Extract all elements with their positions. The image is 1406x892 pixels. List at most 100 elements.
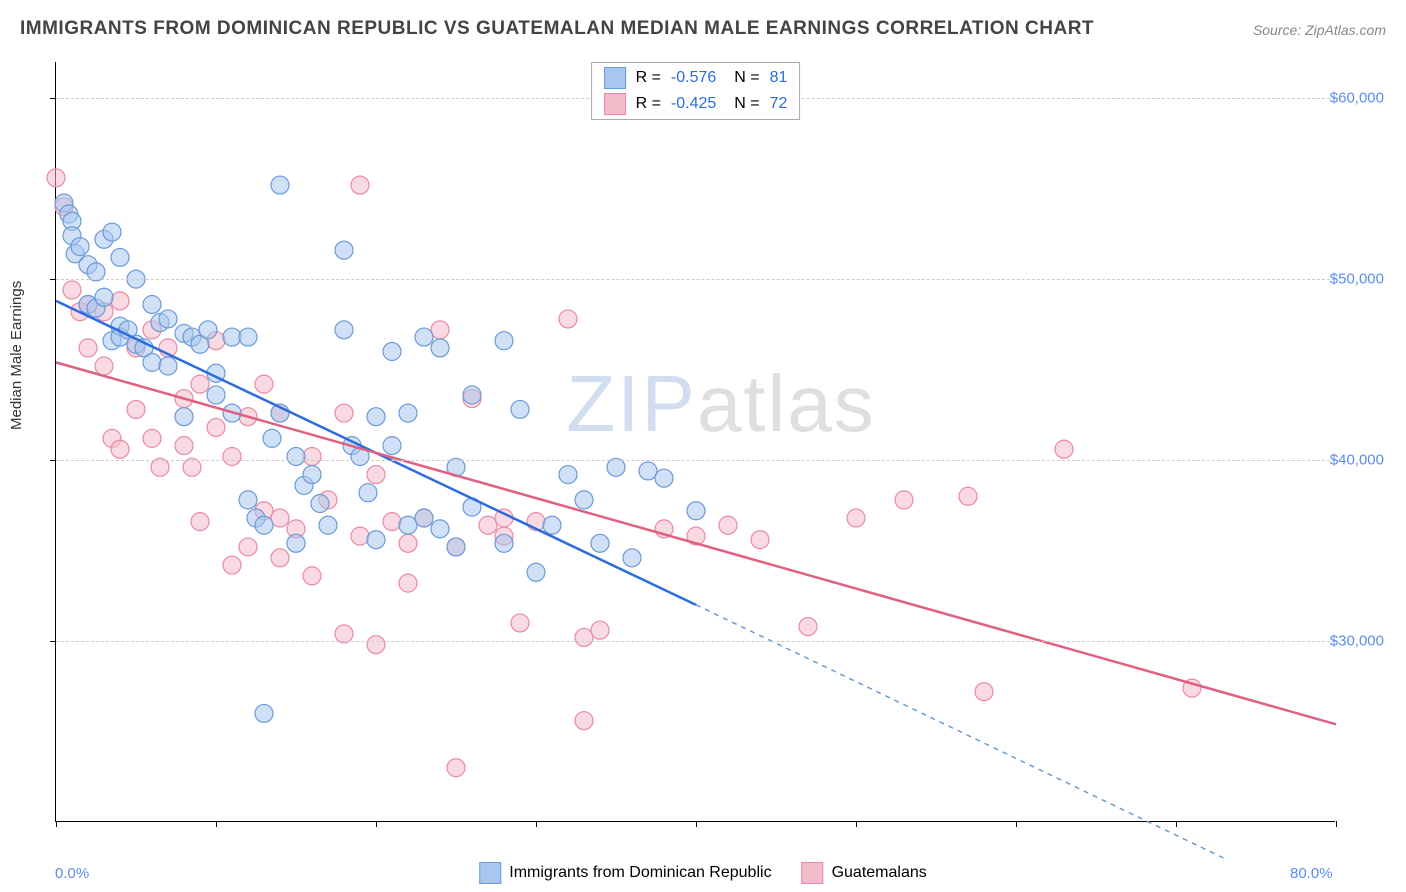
data-point bbox=[207, 419, 225, 437]
data-point bbox=[271, 549, 289, 567]
legend-label-dominican: Immigrants from Dominican Republic bbox=[509, 864, 771, 882]
data-point bbox=[639, 462, 657, 480]
data-point bbox=[207, 386, 225, 404]
legend-item-dominican: Immigrants from Dominican Republic bbox=[479, 862, 771, 884]
data-point bbox=[303, 466, 321, 484]
data-point bbox=[575, 628, 593, 646]
data-point bbox=[175, 408, 193, 426]
data-point bbox=[847, 509, 865, 527]
source-label: Source: ZipAtlas.com bbox=[1253, 22, 1386, 38]
data-point bbox=[431, 520, 449, 538]
legend-label-guatemalan: Guatemalans bbox=[832, 864, 927, 882]
data-point bbox=[719, 516, 737, 534]
data-point bbox=[431, 321, 449, 339]
data-point bbox=[111, 440, 129, 458]
data-point bbox=[367, 466, 385, 484]
data-point bbox=[71, 238, 89, 256]
swatch-dominican bbox=[604, 67, 626, 89]
data-point bbox=[367, 531, 385, 549]
data-point bbox=[335, 321, 353, 339]
data-point bbox=[1055, 440, 1073, 458]
data-point bbox=[399, 516, 417, 534]
data-point bbox=[303, 447, 321, 465]
data-point bbox=[415, 509, 433, 527]
data-point bbox=[303, 567, 321, 585]
r-value-dominican: -0.576 bbox=[671, 69, 716, 87]
y-tick-label: $50,000 bbox=[1330, 271, 1384, 288]
data-point bbox=[319, 516, 337, 534]
data-point bbox=[575, 491, 593, 509]
gridline bbox=[56, 641, 1335, 642]
data-point bbox=[111, 248, 129, 266]
data-point bbox=[751, 531, 769, 549]
data-point bbox=[527, 563, 545, 581]
data-point bbox=[191, 513, 209, 531]
r-value-guatemalan: -0.425 bbox=[671, 95, 716, 113]
data-point bbox=[159, 357, 177, 375]
data-point bbox=[311, 495, 329, 513]
gridline bbox=[56, 279, 1335, 280]
data-point bbox=[287, 534, 305, 552]
x-tick-label: 80.0% bbox=[1290, 865, 1333, 882]
data-point bbox=[143, 429, 161, 447]
data-point bbox=[287, 447, 305, 465]
data-point bbox=[175, 437, 193, 455]
data-point bbox=[351, 176, 369, 194]
data-point bbox=[79, 339, 97, 357]
data-point bbox=[271, 509, 289, 527]
x-tick-label: 0.0% bbox=[55, 865, 89, 882]
y-axis-label: Median Male Earnings bbox=[8, 281, 25, 430]
data-point bbox=[399, 534, 417, 552]
data-point bbox=[463, 386, 481, 404]
data-point bbox=[447, 759, 465, 777]
legend-row-guatemalan: R = -0.425 N = 72 bbox=[592, 91, 800, 117]
data-point bbox=[95, 357, 113, 375]
chart-title: IMMIGRANTS FROM DOMINICAN REPUBLIC VS GU… bbox=[20, 18, 1094, 40]
data-point bbox=[143, 295, 161, 313]
data-point bbox=[495, 332, 513, 350]
data-point bbox=[271, 176, 289, 194]
n-value-dominican: 81 bbox=[770, 69, 788, 87]
data-point bbox=[367, 636, 385, 654]
y-tick-label: $30,000 bbox=[1330, 633, 1384, 650]
data-point bbox=[159, 310, 177, 328]
data-point bbox=[239, 491, 257, 509]
data-point bbox=[495, 534, 513, 552]
data-point bbox=[335, 241, 353, 259]
data-point bbox=[255, 375, 273, 393]
y-tick-label: $60,000 bbox=[1330, 90, 1384, 107]
data-point bbox=[223, 328, 241, 346]
data-point bbox=[447, 538, 465, 556]
data-point bbox=[895, 491, 913, 509]
data-point bbox=[199, 321, 217, 339]
data-point bbox=[975, 683, 993, 701]
n-label: N = bbox=[734, 69, 759, 87]
data-point bbox=[591, 534, 609, 552]
data-point bbox=[63, 281, 81, 299]
swatch-dominican-icon bbox=[479, 862, 501, 884]
data-point bbox=[959, 487, 977, 505]
data-point bbox=[399, 404, 417, 422]
data-point bbox=[591, 621, 609, 639]
gridline bbox=[56, 460, 1335, 461]
data-point bbox=[127, 400, 145, 418]
data-point bbox=[223, 556, 241, 574]
y-tick-label: $40,000 bbox=[1330, 452, 1384, 469]
swatch-guatemalan-icon bbox=[802, 862, 824, 884]
data-point bbox=[415, 328, 433, 346]
scatter-svg bbox=[56, 62, 1335, 821]
data-point bbox=[559, 466, 577, 484]
swatch-guatemalan bbox=[604, 93, 626, 115]
data-point bbox=[47, 169, 65, 187]
data-point bbox=[335, 404, 353, 422]
data-point bbox=[799, 618, 817, 636]
data-point bbox=[479, 516, 497, 534]
data-point bbox=[143, 353, 161, 371]
data-point bbox=[359, 484, 377, 502]
data-point bbox=[399, 574, 417, 592]
data-point bbox=[95, 288, 113, 306]
data-point bbox=[575, 712, 593, 730]
data-point bbox=[383, 513, 401, 531]
data-point bbox=[351, 527, 369, 545]
data-point bbox=[623, 549, 641, 567]
